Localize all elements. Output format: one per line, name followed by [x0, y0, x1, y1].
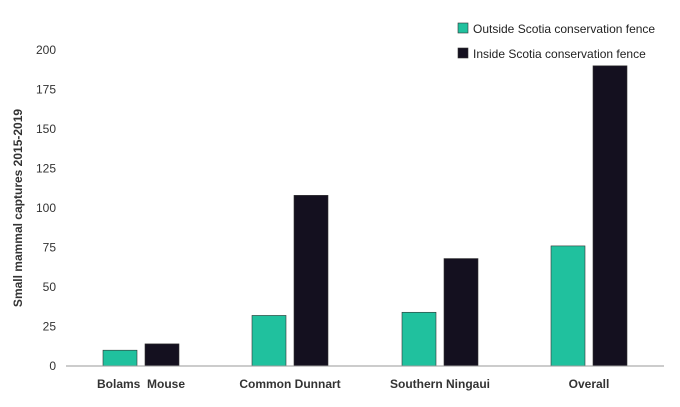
bar-inside-3 [592, 65, 628, 367]
y-tick-label: 0 [49, 359, 56, 373]
x-category-label: Bolams Mouse [97, 377, 185, 391]
legend-swatch-outside [457, 22, 469, 34]
bar-inside-2 [443, 258, 479, 367]
bar-outside-2 [401, 311, 437, 367]
legend-label-outside: Outside Scotia conservation fence [473, 22, 655, 36]
x-category-label: Overall [569, 377, 610, 391]
y-tick-label: 125 [36, 162, 56, 176]
legend: Outside Scotia conservation fence Inside… [457, 22, 655, 61]
y-tick-label: 75 [43, 241, 57, 255]
bar-outside-1 [251, 315, 287, 367]
y-tick-label: 50 [43, 280, 57, 294]
bar-inside-0 [144, 343, 180, 367]
y-axis-label: Small mammal captures 2015-2019 [11, 109, 25, 307]
legend-swatch-inside [457, 47, 469, 59]
y-tick-label: 200 [36, 43, 56, 57]
bar-outside-3 [550, 245, 586, 367]
y-axis-ticks: 0 25 50 75 100 125 150 175 200 [36, 43, 56, 373]
bars [102, 65, 628, 367]
x-category-label: Common Dunnart [239, 377, 340, 391]
y-tick-label: 150 [36, 122, 56, 136]
x-axis-categories: Bolams Mouse Common Dunnart Southern Ninga… [97, 377, 609, 391]
y-tick-label: 175 [36, 83, 56, 97]
bar-outside-0 [102, 349, 138, 367]
y-tick-label: 25 [43, 320, 57, 334]
bar-inside-1 [293, 195, 329, 367]
x-category-label: Southern Ningaui [390, 377, 490, 391]
y-tick-label: 100 [36, 201, 56, 215]
legend-label-inside: Inside Scotia conservation fence [473, 47, 646, 61]
